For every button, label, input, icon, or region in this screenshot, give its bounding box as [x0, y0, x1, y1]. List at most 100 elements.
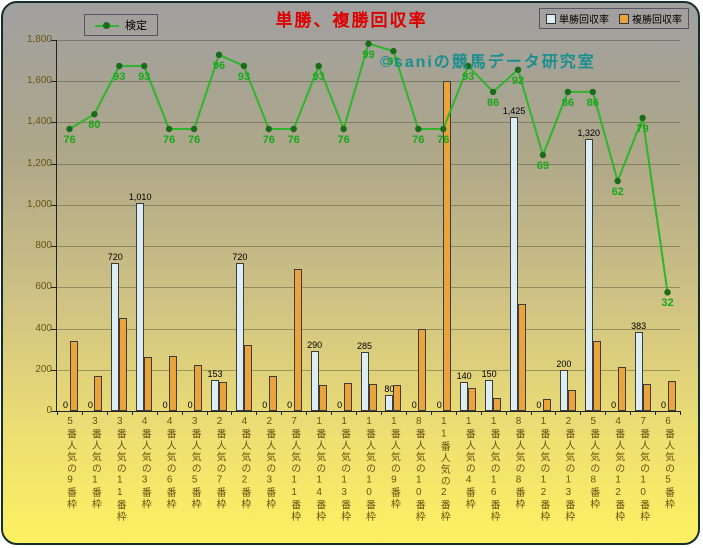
bar-data-label: 290 [307, 340, 323, 351]
grid-line [57, 81, 680, 83]
bar-data-label: 0 [262, 400, 268, 410]
bar-fukusho [119, 318, 128, 412]
x-axis-label: 8番人気の10番枠 [413, 416, 425, 523]
x-axis-label: 1番人気の16番枠 [488, 416, 500, 523]
legend-bars: 単勝回収率 複勝回収率 [539, 8, 689, 29]
y-axis-label: 1,200 [26, 157, 52, 169]
x-axis-label: 7番人気の10番枠 [637, 416, 649, 523]
x-axis-tick [381, 411, 382, 415]
bar-tansho [136, 202, 145, 411]
kentei-data-label: 76 [187, 134, 201, 146]
kentei-marker [165, 125, 173, 133]
kentei-data-label: 76 [412, 134, 425, 146]
kentei-data-label: 96 [212, 59, 226, 72]
kentei-marker [141, 62, 148, 70]
bar-data-label: 80 [384, 383, 395, 394]
y-axis-label: 0 [46, 405, 52, 416]
x-axis-label: 3番人気の5番枠 [189, 416, 201, 510]
legend-fukusho-label: 複勝回収率 [632, 15, 682, 26]
bar-tansho [485, 380, 494, 411]
kentei-data-label: 97 [387, 56, 400, 69]
bar-tansho [211, 379, 219, 411]
x-axis-line [56, 411, 680, 412]
bar-data-label: 140 [456, 371, 472, 382]
x-axis-label: 4番人気の3番枠 [139, 416, 151, 510]
x-axis-tick [206, 411, 208, 415]
kentei-data-label: 86 [561, 96, 575, 109]
x-axis-tick [356, 411, 357, 415]
x-axis-tick [655, 411, 657, 415]
bar-fukusho [243, 345, 252, 411]
x-axis-label: 2番人気の13番枠 [562, 416, 574, 523]
grid-line [57, 246, 680, 248]
bar-tansho [385, 394, 394, 411]
bar-data-label: 1,010 [128, 191, 152, 202]
kentei-data-label: 93 [312, 71, 325, 83]
x-axis-tick [57, 411, 58, 415]
legend-entry-fukusho: 複勝回収率 [619, 11, 682, 26]
kentei-marker [340, 125, 347, 133]
kentei-marker [116, 62, 123, 70]
bar-data-label: 150 [481, 369, 497, 380]
x-axis-label: 4番人気の2番枠 [238, 416, 250, 510]
kentei-marker [415, 125, 422, 133]
x-axis-tick [555, 411, 557, 415]
bar-data-label: 383 [631, 321, 647, 332]
grid-line [57, 204, 680, 206]
kentei-data-label: 92 [511, 74, 525, 87]
grid-line [57, 163, 680, 165]
kentei-marker [489, 88, 497, 96]
y-axis-label: 200 [35, 363, 52, 375]
kentei-data-label: 76 [262, 134, 275, 146]
kentei-marker [265, 125, 272, 133]
bar-data-label: 0 [287, 400, 293, 410]
kentei-marker [91, 111, 98, 118]
x-axis-tick [306, 411, 308, 415]
bar-fukusho [667, 381, 676, 411]
grid-line [57, 328, 680, 330]
watermark: ©saniの競馬データ研究室 [380, 54, 596, 71]
x-axis-label: 7番人気の11番枠 [288, 416, 300, 523]
kentei-line-marker-icon [95, 21, 119, 30]
chart-title: 単勝、複勝回収率 [275, 11, 428, 30]
kentei-marker [365, 40, 372, 47]
x-axis-tick [480, 411, 482, 415]
x-axis-tick [630, 411, 632, 415]
x-axis-label: 8番人気の8番枠 [513, 416, 524, 510]
kentei-marker [614, 177, 621, 185]
x-axis-label: 2番人気の7番枠 [214, 416, 225, 510]
kentei-marker [664, 289, 671, 296]
x-axis-label: 1番人気の12番枠 [537, 416, 549, 523]
bar-fukusho [169, 356, 178, 411]
fukusho-swatch-icon [619, 13, 629, 24]
bar-data-label: 0 [162, 400, 168, 410]
kentei-data-label: 80 [88, 119, 101, 132]
kentei-marker [589, 88, 596, 96]
x-axis-tick [580, 411, 582, 415]
bar-data-label: 0 [411, 400, 417, 410]
bar-data-label: 0 [536, 400, 542, 410]
bar-data-label: 0 [87, 400, 93, 410]
y-axis-line [56, 40, 57, 412]
bar-fukusho [393, 385, 402, 411]
x-axis-label: 4番人気の6番枠 [164, 416, 176, 510]
y-axis-tick [51, 122, 57, 124]
y-axis-label: 600 [35, 281, 52, 293]
bar-tansho [559, 369, 568, 411]
bar-fukusho [368, 384, 377, 411]
y-axis-tick [51, 204, 57, 206]
kentei-marker [564, 88, 572, 96]
bar-data-label: 0 [187, 400, 193, 410]
bar-data-label: 153 [207, 368, 223, 379]
y-axis-tick [51, 40, 57, 41]
kentei-marker-sample [103, 21, 110, 29]
kentei-data-label: 93 [113, 71, 126, 83]
kentei-data-label: 69 [536, 160, 550, 172]
y-axis-label: 400 [35, 322, 52, 334]
kentei-data-label: 79 [636, 122, 649, 135]
y-axis-label: 1,400 [26, 116, 52, 128]
kentei-marker [390, 47, 397, 55]
kentei-data-label: 93 [237, 71, 251, 83]
bar-data-label: 720 [232, 251, 248, 262]
